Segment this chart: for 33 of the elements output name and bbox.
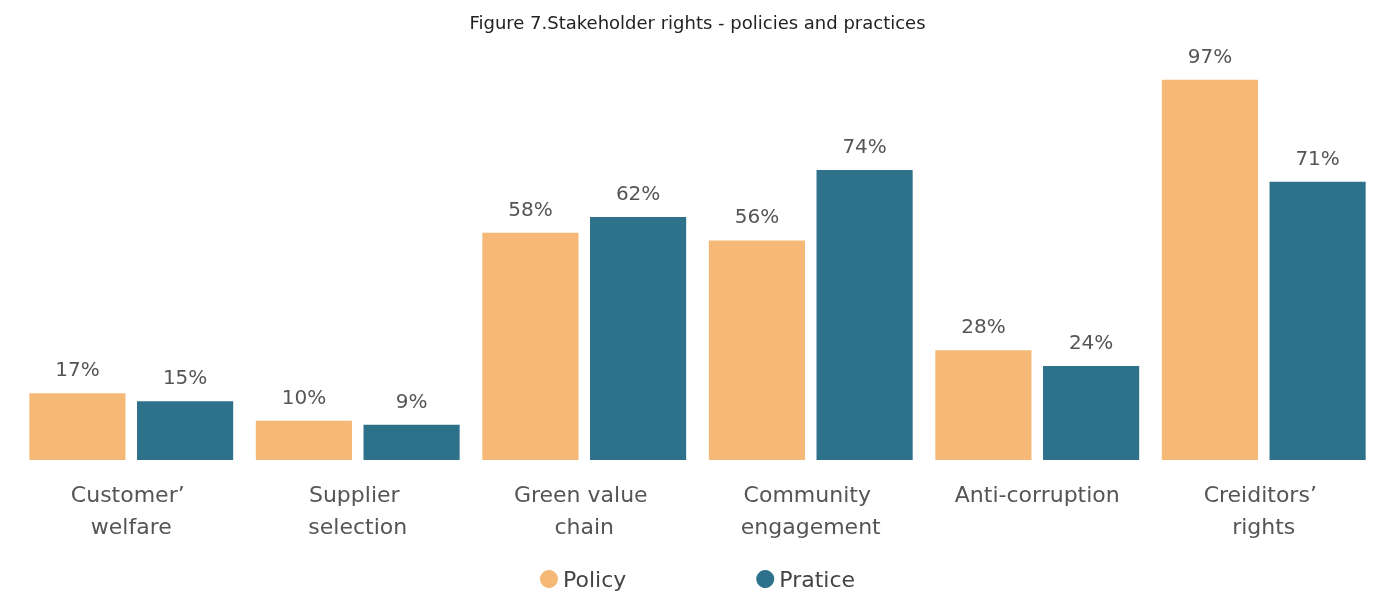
data-label: 24% <box>1068 329 1114 354</box>
data-label: 9% <box>395 388 428 413</box>
data-label: 15% <box>162 365 208 390</box>
data-label: 62% <box>615 180 661 205</box>
bar <box>1043 365 1140 460</box>
data-label: 97% <box>1187 43 1233 68</box>
x-tick-label: Anti-corruption <box>954 481 1120 507</box>
bar <box>482 232 579 460</box>
legend-label: Policy <box>562 566 627 592</box>
bar <box>1161 79 1258 460</box>
bar <box>816 169 913 460</box>
data-label: 58% <box>508 196 553 221</box>
bar <box>1269 181 1366 460</box>
x-tick-label: Green value chain <box>513 481 655 539</box>
data-label: 71% <box>1295 145 1340 170</box>
x-tick-label: Supplier selection <box>308 481 408 539</box>
chart-title: Figure 7.Stakeholder rights - policies and practices <box>469 11 926 33</box>
bar <box>255 420 352 460</box>
x-tick-label: Community engagement <box>740 481 882 539</box>
bar <box>590 216 687 460</box>
data-label: 28% <box>961 314 1006 339</box>
x-tick-label: Creiditors’ rights <box>1203 481 1324 539</box>
legend-label: Pratice <box>779 566 856 592</box>
bar <box>29 393 126 460</box>
data-label: 56% <box>734 204 780 229</box>
x-tick-label: Customer’ welfare <box>70 481 192 539</box>
data-label: 74% <box>842 133 887 158</box>
data-label: 17% <box>55 357 100 382</box>
bar <box>137 401 234 460</box>
bar <box>935 350 1032 460</box>
bar <box>363 424 460 460</box>
bar <box>708 240 805 460</box>
data-label: 10% <box>281 384 327 409</box>
